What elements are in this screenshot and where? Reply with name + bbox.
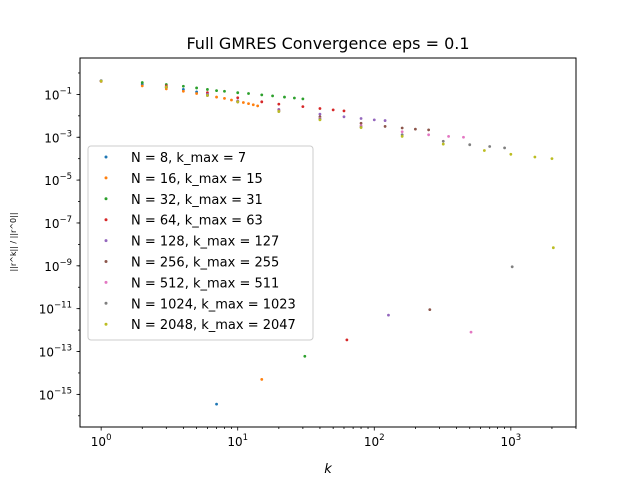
point-s7-12: [510, 265, 514, 269]
chart-title: Full GMRES Convergence eps = 0.1: [186, 34, 469, 53]
point-s2-3: [181, 84, 185, 88]
point-s6-8: [427, 133, 431, 137]
y-axis-label: ||r^k|| / ||r^0||: [9, 212, 18, 271]
point-s6-11: [469, 330, 473, 334]
point-s2-13: [292, 96, 296, 100]
legend: N = 8, k_max = 7 N = 16, k_max = 15 N = 32…: [87, 145, 314, 341]
point-s7-9: [468, 143, 472, 147]
legend-label: N = 8, k_max = 7: [131, 151, 246, 166]
point-s1-4: [195, 92, 199, 95]
point-s5-9: [413, 127, 417, 131]
point-s2-7: [223, 89, 226, 93]
point-s8-2: [206, 93, 209, 97]
point-s7-10: [488, 145, 492, 148]
point-s2-8: [236, 91, 240, 95]
legend-label: N = 32, k_max = 31: [131, 193, 263, 208]
point-s5-6: [359, 121, 363, 125]
point-s6-10: [462, 135, 465, 139]
point-s3-8: [331, 108, 335, 112]
point-s2-11: [271, 94, 274, 98]
point-s3-7: [318, 107, 322, 110]
point-s8-1: [164, 85, 168, 89]
point-s8-13: [551, 246, 555, 250]
point-s8-0: [99, 79, 103, 83]
point-s7-11: [503, 146, 506, 150]
point-s2-15: [303, 354, 307, 358]
point-s3-6: [301, 105, 305, 108]
legend-label: N = 256, k_max = 255: [131, 256, 279, 271]
legend-label: N = 64, k_max = 63: [131, 214, 263, 229]
point-s5-7: [383, 125, 387, 128]
point-s3-10: [345, 338, 349, 342]
legend-marker: [104, 301, 108, 305]
point-s2-12: [283, 95, 286, 99]
point-s1-14: [260, 377, 264, 381]
legend-label: N = 512, k_max = 511: [131, 276, 279, 291]
point-s1-3: [181, 89, 185, 93]
point-s2-1: [140, 81, 144, 84]
point-s0-6: [215, 402, 218, 406]
legend-label: N = 128, k_max = 127: [131, 235, 279, 250]
data-points: [99, 79, 555, 406]
legend-items: N = 8, k_max = 7 N = 16, k_max = 15 N = 32…: [104, 151, 296, 333]
legend-marker: [104, 280, 108, 284]
point-s1-7: [223, 97, 226, 100]
point-s4-7: [359, 117, 363, 120]
point-s3-9: [342, 109, 346, 113]
point-s8-5: [318, 118, 322, 122]
point-s5-8: [400, 126, 404, 130]
point-s1-8: [230, 98, 233, 102]
point-s8-10: [509, 152, 513, 156]
legend-label: N = 2048, k_max = 2047: [131, 318, 296, 333]
legend-marker: [104, 218, 108, 222]
point-s3-4: [260, 100, 264, 104]
point-s4-9: [383, 119, 387, 122]
point-s5-11: [428, 308, 432, 312]
point-s8-12: [550, 157, 554, 161]
point-s2-14: [301, 97, 305, 101]
x-axis-label: k: [324, 462, 332, 477]
point-s2-5: [206, 88, 209, 91]
point-s7-8: [441, 139, 445, 143]
point-s2-6: [215, 89, 218, 93]
legend-marker: [104, 176, 108, 180]
point-s1-10: [241, 101, 245, 104]
point-s2-10: [260, 93, 264, 97]
point-s6-9: [447, 134, 450, 138]
legend-label: N = 16, k_max = 15: [131, 172, 263, 187]
legend-marker: [104, 260, 108, 263]
point-s1-11: [247, 102, 250, 106]
point-s1-13: [256, 104, 260, 108]
point-s8-7: [400, 134, 404, 138]
point-s8-11: [533, 155, 537, 159]
y-axis-label-text: ||r^k|| / ||r^0||: [9, 212, 18, 271]
point-s8-9: [482, 149, 486, 152]
plot-frame: [79, 57, 577, 428]
point-s8-6: [359, 126, 363, 130]
point-s4-6: [342, 115, 346, 119]
point-s8-8: [441, 142, 445, 146]
point-s1-6: [215, 95, 218, 99]
point-s5-10: [427, 128, 431, 132]
point-s8-3: [236, 100, 240, 104]
point-s2-9: [247, 92, 250, 95]
point-s2-4: [195, 86, 199, 90]
legend-frame: [87, 145, 314, 341]
point-s4-5: [318, 112, 322, 116]
legend-marker: [104, 239, 108, 243]
point-s8-4: [277, 110, 281, 113]
point-s3-3: [236, 96, 240, 100]
point-s3-5: [277, 102, 281, 106]
point-s1-12: [251, 103, 255, 107]
point-s4-10: [387, 313, 390, 317]
legend-marker: [104, 197, 108, 201]
legend-marker: [104, 155, 108, 159]
legend-label: N = 1024, k_max = 1023: [131, 297, 296, 312]
point-s4-8: [372, 118, 376, 122]
point-s1-1: [140, 84, 144, 88]
point-s6-7: [400, 130, 404, 134]
legend-marker: [104, 322, 108, 326]
